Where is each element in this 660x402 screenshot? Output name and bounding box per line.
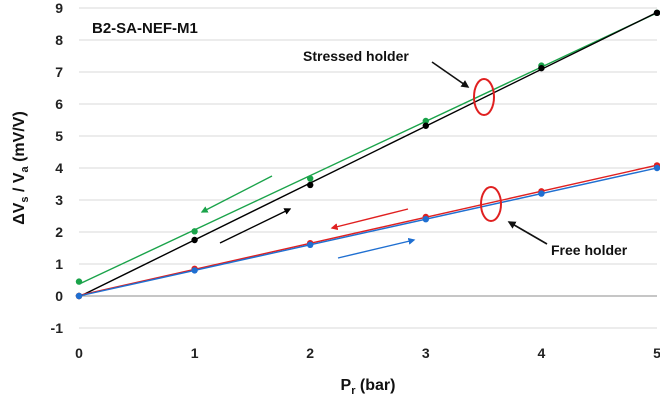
data-point [422, 216, 429, 223]
data-point [75, 278, 83, 285]
annotation-arrow [507, 221, 548, 245]
arrows [200, 61, 548, 259]
y-tick-label: 1 [55, 256, 63, 272]
data-point [191, 228, 198, 235]
data-point [307, 181, 314, 189]
data-point [75, 292, 83, 300]
y-tick-label: 5 [55, 128, 63, 144]
y-tick-label: -1 [51, 320, 64, 336]
labels: -1 0 1 2 3 4 5 6 7 8 9 0 1 2 3 4 5 Stressed holder Free ho… [11, 0, 660, 397]
x-tick-label: 4 [538, 345, 546, 361]
series-line [78, 12, 658, 285]
x-axis-title: Pr (bar) [341, 377, 396, 397]
x-tick-label: 1 [191, 345, 199, 361]
y-tick-label: 0 [55, 288, 63, 304]
x-tick-label: 0 [75, 345, 83, 361]
data-point [538, 190, 545, 197]
x-tick-label: 2 [306, 345, 314, 361]
y-tick-label: 8 [55, 32, 63, 48]
y-tick-label: 4 [55, 160, 63, 176]
direction-arrow [219, 208, 292, 244]
series [75, 9, 660, 300]
chart-title: B2-SA-NEF-M1 [92, 20, 198, 37]
x-tick-label: 5 [653, 345, 660, 361]
data-point [653, 164, 660, 172]
ellipse-marker [480, 186, 502, 222]
annotation-arrow [431, 61, 470, 88]
y-tick-label: 9 [55, 0, 63, 16]
data-point [422, 117, 429, 125]
series-line [78, 167, 658, 297]
direction-arrow [337, 237, 416, 259]
y-tick-label: 7 [55, 64, 63, 80]
data-point [653, 9, 660, 16]
data-point [422, 122, 429, 129]
annotation-free-holder: Free holder [551, 242, 628, 258]
data-point [191, 267, 198, 274]
y-tick-label: 6 [55, 96, 63, 112]
data-point [307, 175, 314, 182]
data-point [191, 236, 198, 244]
data-point [538, 64, 545, 72]
series-line [78, 11, 658, 298]
ellipse-marker [473, 78, 495, 116]
y-tick-label: 3 [55, 192, 63, 208]
y-axis-title: ΔVs / Va (mV/V) [11, 111, 31, 225]
direction-arrow [200, 175, 273, 213]
x-tick-label: 3 [422, 345, 430, 361]
direction-arrow [330, 208, 409, 231]
data-point [307, 241, 314, 248]
y-tick-label: 2 [55, 224, 63, 240]
annotation-stressed-holder: Stressed holder [303, 48, 409, 64]
series-line [78, 164, 658, 297]
